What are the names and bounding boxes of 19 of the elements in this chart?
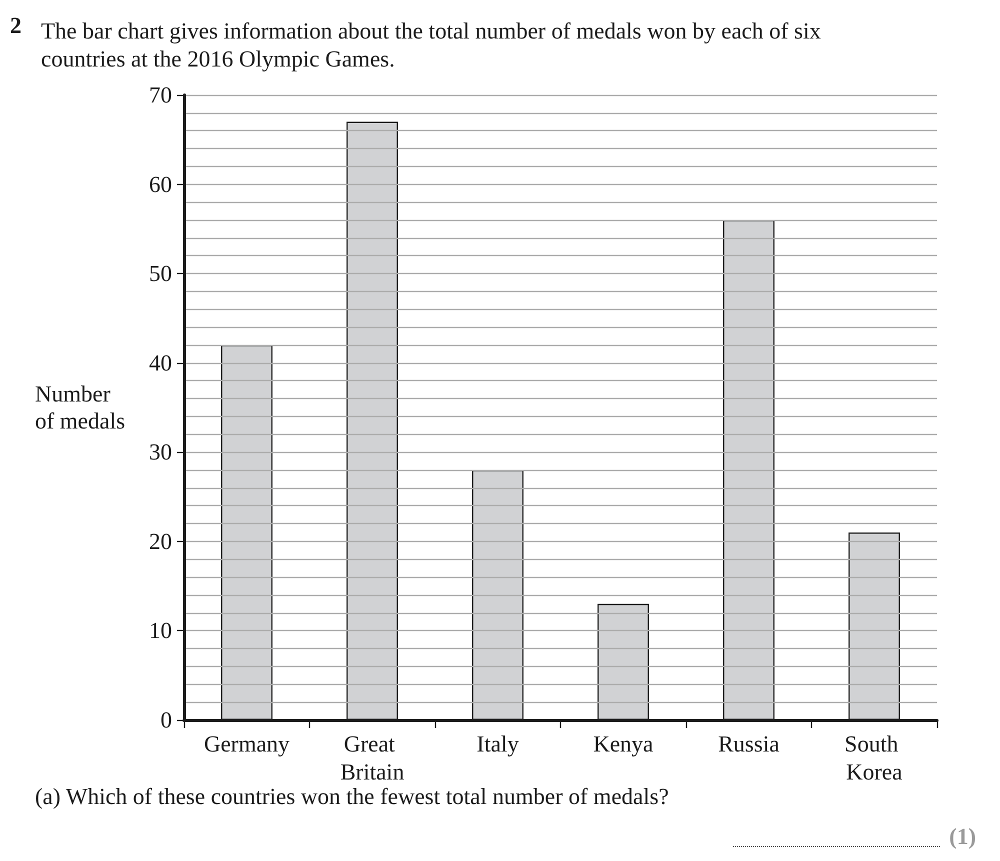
x-tick-label: Great Britain: [340, 732, 405, 784]
y-tick-label: 40: [149, 350, 172, 376]
y-tick-label: 30: [149, 440, 172, 465]
text: 2: [10, 13, 22, 38]
y-tick-label: 20: [149, 528, 172, 554]
x-tick-label: Germany: [204, 732, 290, 756]
y-axis-title: Number of medals: [35, 382, 126, 434]
chart-title: The bar chart gives information about the total number of medals won by each of six countries at the 2016 Olympic Games.: [41, 18, 827, 72]
x-tick-label: Kenya: [593, 732, 654, 756]
y-tick-label: 70: [149, 82, 172, 108]
y-tick-label: 10: [149, 618, 172, 644]
text: (a) Which of these countries won the fewest total number of medals?: [35, 784, 669, 809]
text: (1): [949, 824, 976, 849]
y-tick-label: 60: [149, 172, 172, 197]
y-tick-label: 0: [160, 708, 172, 732]
x-tick-label: Italy: [476, 732, 520, 756]
x-tick-label: Russia: [718, 732, 780, 756]
y-tick-label: 50: [149, 261, 172, 286]
x-tick-label: South Korea: [844, 732, 904, 784]
